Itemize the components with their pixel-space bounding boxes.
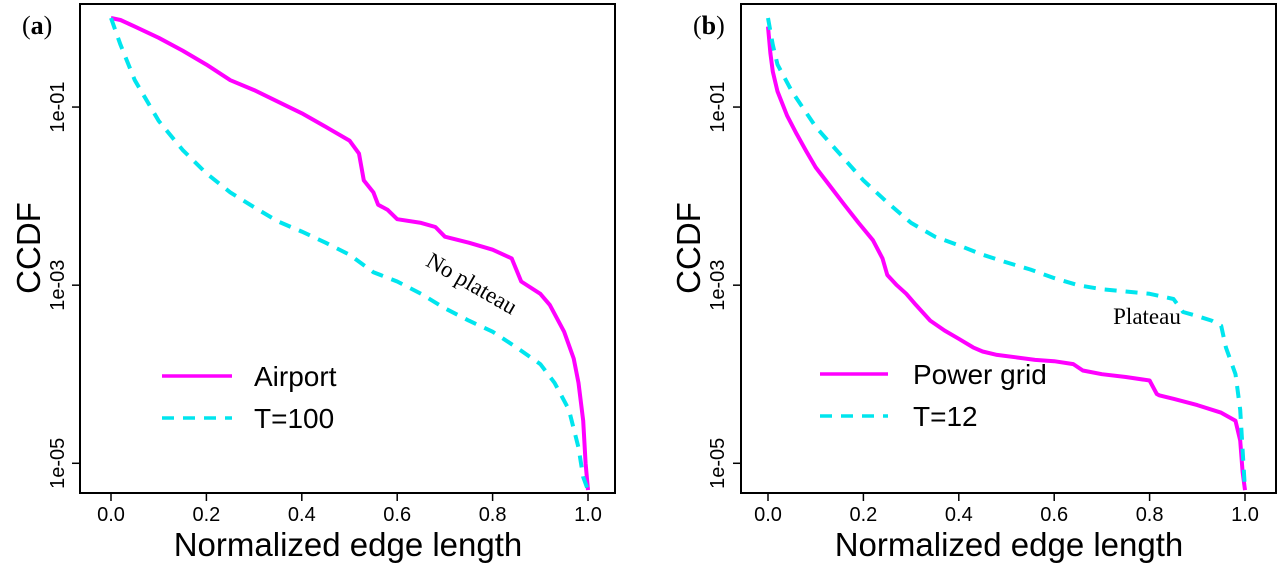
y-tick-label-a: 1e-03 bbox=[47, 260, 69, 311]
series-line-a-1 bbox=[109, 17, 590, 491]
y-tick-label-b: 1e-05 bbox=[707, 438, 729, 489]
y-tick-label-a: 1e-05 bbox=[47, 438, 69, 489]
y-tick-label-a: 1e-01 bbox=[47, 81, 69, 132]
legend-label-airport: Airport bbox=[254, 361, 337, 392]
panel-letter-a: a bbox=[31, 11, 44, 40]
annotation-b: Plateau bbox=[1113, 304, 1181, 329]
plot-frame-a bbox=[79, 3, 616, 494]
x-tick-label-a: 0.2 bbox=[192, 504, 220, 526]
x-tick-label-b: 1.0 bbox=[1231, 504, 1259, 526]
panel-a: (a) 0.0 0.2 0.4 0.6 0.8 1.0 1e-01 1e-03 1e-05 No… bbox=[10, 3, 616, 563]
series-line-b-0 bbox=[766, 26, 1247, 491]
x-tick-label-b: 0.0 bbox=[754, 504, 782, 526]
series-line-b-1 bbox=[766, 17, 1247, 491]
x-tick-label-a: 0.6 bbox=[383, 504, 411, 526]
panel-tag-b: (b) bbox=[693, 11, 725, 40]
x-tick-label-b: 0.4 bbox=[945, 504, 973, 526]
series-group-a bbox=[109, 16, 590, 491]
legend-a: Airport T=100 bbox=[162, 361, 337, 434]
x-axis-title-a: Normalized edge length bbox=[174, 526, 523, 563]
x-tick-label-b: 0.6 bbox=[1040, 504, 1068, 526]
x-axis-title-b: Normalized edge length bbox=[835, 526, 1184, 563]
series-line-a-0 bbox=[110, 16, 590, 491]
legend-label-power-grid: Power grid bbox=[913, 359, 1047, 390]
series-group-b bbox=[766, 17, 1247, 491]
legend-b: Power grid T=12 bbox=[820, 359, 1047, 432]
y-tick-label-b: 1e-01 bbox=[707, 81, 729, 132]
y-tick-label-b: 1e-03 bbox=[707, 260, 729, 311]
x-tick-label-a: 0.8 bbox=[479, 504, 507, 526]
plot-frame-b bbox=[740, 3, 1277, 494]
legend-label-t12: T=12 bbox=[913, 401, 978, 432]
legend-label-t100: T=100 bbox=[254, 403, 334, 434]
x-tick-label-b: 0.8 bbox=[1136, 504, 1164, 526]
axes-b: 0.0 0.2 0.4 0.6 0.8 1.0 1e-01 1e-03 1e-05 bbox=[707, 81, 1259, 526]
panel-b: (b) 0.0 0.2 0.4 0.6 0.8 1.0 1e-01 1e-03 1e-05 No… bbox=[670, 3, 1277, 563]
x-tick-label-b: 0.2 bbox=[849, 504, 877, 526]
panel-letter-b: b bbox=[702, 11, 716, 40]
x-tick-label-a: 0.4 bbox=[288, 504, 316, 526]
x-tick-label-a: 0.0 bbox=[97, 504, 125, 526]
y-axis-title-b: CCDF bbox=[670, 202, 707, 294]
x-tick-label-a: 1.0 bbox=[574, 504, 602, 526]
panel-tag-a: (a) bbox=[22, 11, 52, 40]
axes-a: 0.0 0.2 0.4 0.6 0.8 1.0 1e-01 1e-03 1e-05 bbox=[47, 81, 602, 526]
y-axis-title-a: CCDF bbox=[10, 202, 47, 294]
annotation-a: No plateau bbox=[422, 248, 522, 320]
